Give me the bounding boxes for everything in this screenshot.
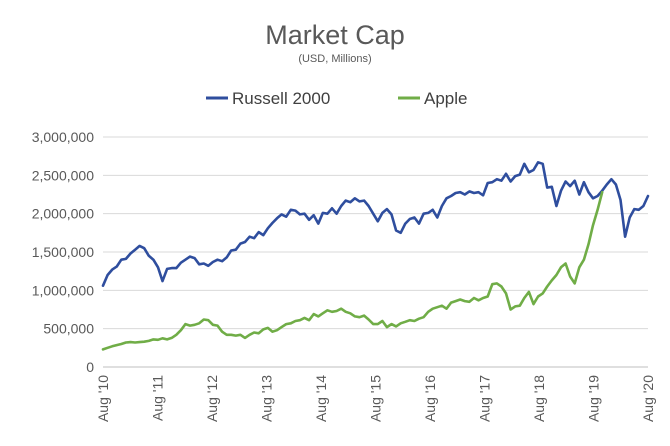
y-tick-label: 500,000 (43, 321, 94, 337)
y-tick-label: 3,000,000 (32, 129, 94, 145)
x-tick-label: Aug '10 (95, 375, 111, 422)
x-tick-label: Aug '14 (313, 375, 329, 422)
legend: Russell 2000 Apple (206, 89, 467, 108)
x-tick-label: Aug '13 (259, 375, 275, 422)
legend-label: Apple (424, 89, 467, 108)
y-tick-label: 0 (86, 359, 94, 375)
y-tick-label: 2,500,000 (32, 167, 94, 183)
x-tick-label: Aug '19 (586, 375, 602, 422)
x-tick-label: Aug '11 (150, 375, 166, 421)
x-tick-label: Aug '18 (531, 375, 547, 422)
y-axis-ticks: 0 500,000 1,000,000 1,500,000 2,000,000 2,500… (32, 129, 95, 375)
series-lines (101, 161, 650, 351)
gridlines (103, 136, 648, 368)
series-line-russell-2000 (101, 161, 650, 288)
chart-subtitle: (USD, Millions) (298, 53, 371, 65)
x-tick-label: Aug '17 (477, 375, 493, 422)
y-tick-label: 2,000,000 (32, 206, 94, 222)
x-tick-label: Aug '12 (204, 375, 220, 422)
series-line-apple (101, 190, 604, 351)
legend-label: Russell 2000 (232, 89, 330, 108)
y-tick-label: 1,000,000 (32, 282, 94, 298)
x-tick-label: Aug '16 (422, 375, 438, 422)
x-axis-ticks: Aug '10 Aug '11 Aug '12 Aug '13 Aug '14 Aug '… (95, 375, 656, 422)
chart-title: Market Cap (265, 20, 405, 50)
x-tick-label: Aug '20 (640, 375, 656, 422)
y-tick-label: 1,500,000 (32, 244, 94, 260)
x-tick-label: Aug '15 (368, 375, 384, 422)
